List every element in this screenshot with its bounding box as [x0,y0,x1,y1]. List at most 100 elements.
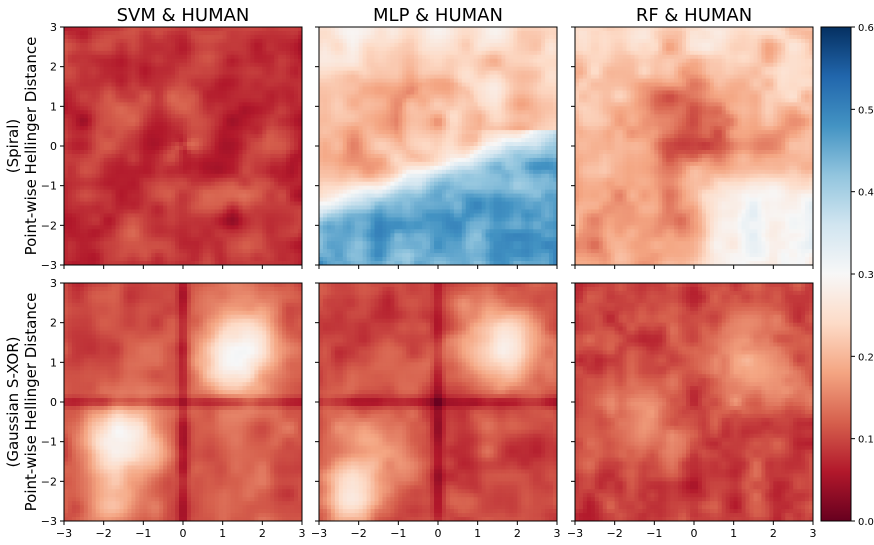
heatmap-cell [64,165,69,171]
heatmap-cell [222,241,228,246]
heatmap-cell [214,30,220,36]
heatmap-cell [171,245,176,250]
heatmap-cell [270,102,275,107]
heatmap-cell [242,142,247,147]
heatmap-cell [179,253,184,258]
heatmap-cell [75,217,81,222]
heatmap-cell [290,114,295,119]
heatmap-cell [198,149,204,155]
heatmap-cell [270,157,275,163]
heatmap-cell [75,193,81,198]
heatmap-cell [342,213,348,218]
heatmap-cell [103,98,109,103]
heatmap-cell [319,134,324,139]
heatmap-cell [214,197,220,202]
heatmap-cell [370,205,375,210]
heatmap-cell [111,126,116,131]
heatmap-cell [155,138,160,143]
heatmap-cell [394,245,399,250]
heatmap-cell [326,237,332,242]
heatmap-cell [107,94,112,99]
heatmap-cell [159,221,164,226]
heatmap-cell [79,189,85,194]
heatmap-cell [294,149,299,155]
heatmap-cell [274,62,279,68]
heatmap-cell [274,74,279,79]
heatmap-cell [278,130,283,135]
heatmap-cell [362,213,367,218]
heatmap-cell [143,122,148,127]
heatmap-cell [64,205,69,210]
heatmap-cell [258,185,263,191]
heatmap-cell [370,42,375,48]
heatmap-cell [230,245,235,250]
heatmap-cell [322,173,328,179]
heatmap-cell [322,46,328,52]
heatmap-cell [330,173,336,179]
heatmap-cell [294,90,299,95]
heatmap-cell [119,82,124,87]
heatmap-cell [99,122,105,127]
heatmap-cell [127,78,132,83]
heatmap-cell [242,110,247,115]
heatmap-cell [103,181,109,187]
heatmap-cell [171,153,176,159]
heatmap-cell [175,181,180,187]
heatmap-cell [298,201,303,206]
heatmap-cell [171,130,176,135]
heatmap-cell [402,245,407,250]
heatmap-cell [99,217,105,222]
heatmap-cell [374,130,379,135]
heatmap-cell [362,153,367,159]
heatmap-cell [83,149,89,155]
heatmap-cell [330,221,336,226]
heatmap-cell [151,142,156,147]
heatmap-cell [95,225,101,230]
heatmap-cell [390,257,395,262]
heatmap-cell [186,185,192,191]
heatmap-cell [294,138,299,143]
heatmap-cell [107,98,112,103]
heatmap-cell [71,189,77,194]
heatmap-cell [278,189,283,194]
heatmap-cell [186,90,192,95]
heatmap-cell [382,138,387,143]
heatmap-cell [115,90,120,95]
heatmap-cell [183,98,188,103]
heatmap-cell [71,58,77,64]
heatmap-cell [346,181,352,187]
heatmap-cell [91,257,97,262]
heatmap-cell [346,38,352,44]
heatmap-cell [91,209,97,214]
heatmap-cell [210,94,216,99]
heatmap-cell [258,42,263,48]
heatmap-cell [298,213,303,218]
heatmap-cell [238,201,243,206]
heatmap-cell [115,58,120,64]
heatmap-cell [186,94,192,99]
heatmap-cell [91,149,97,155]
heatmap-cell [91,82,97,87]
heatmap-cell [186,114,192,119]
heatmap-cell [206,98,212,103]
heatmap-cell [186,233,192,238]
heatmap-cell [143,142,148,147]
heatmap-cell [115,62,120,68]
heatmap-cell [386,185,391,191]
heatmap-cell [246,50,251,56]
heatmap-cell [119,177,124,183]
heatmap-cell [338,261,344,266]
heatmap-cell [230,209,235,214]
heatmap-cell [242,221,247,226]
heatmap-cell [290,189,295,194]
heatmap-cell [127,122,132,127]
heatmap-cell [290,54,295,60]
heatmap-cell [190,130,196,135]
heatmap-cell [159,54,164,60]
heatmap-cell [91,237,97,242]
heatmap-cell [322,94,328,99]
heatmap-cell [378,213,383,218]
heatmap-cell [366,126,371,131]
heatmap-cell [127,209,132,214]
heatmap-cell [410,27,415,32]
